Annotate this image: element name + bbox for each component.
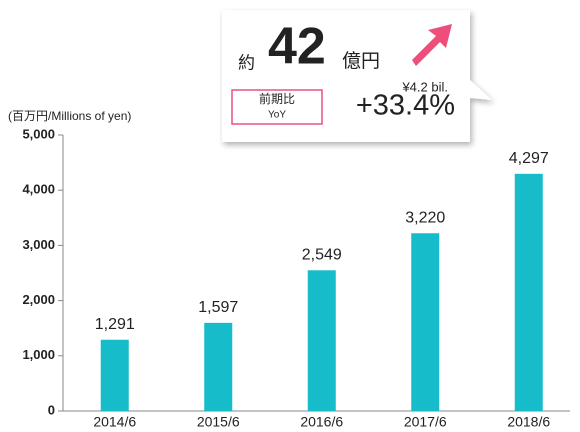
bar (411, 233, 440, 411)
y-tick-label: 0 (48, 402, 55, 417)
callout-amount: 42 (268, 18, 326, 76)
y-tick-label: 5,000 (22, 126, 55, 141)
bar (514, 173, 543, 411)
badge (231, 89, 323, 125)
x-tick-label: 2016/6 (300, 414, 343, 430)
badge-en: YoY (268, 110, 286, 121)
bar (100, 339, 129, 411)
badge-jp: 前期比 (259, 91, 295, 106)
callout-english: ¥4.2 bil. (401, 79, 448, 94)
plot: 0 1,000 2,000 3,000 4,000 5,000 2014/6 1,291 201… (22, 126, 570, 430)
value-label: 1,597 (198, 299, 238, 316)
up-arrow (412, 24, 452, 66)
y-tick-label: 3,000 (22, 237, 55, 252)
y-tick-label: 1,000 (22, 347, 55, 362)
y-tick-label: 4,000 (22, 182, 55, 197)
value-label: 4,297 (509, 150, 549, 167)
x-tick-label: 2017/6 (404, 414, 447, 430)
y-axis-label: (百万円/Millions of yen) (8, 109, 131, 123)
bar (204, 322, 233, 411)
value-label: 3,220 (405, 209, 445, 226)
x-tick-label: 2018/6 (507, 414, 550, 430)
callout-unit: 億円 (342, 50, 380, 72)
x-tick-label: 2015/6 (197, 414, 240, 430)
value-label: 2,549 (302, 247, 342, 264)
callout-growth: +33.4% (356, 90, 455, 122)
y-tick-label: 2,000 (22, 292, 55, 307)
callout-prefix: 約 (238, 53, 255, 72)
callout: 約 42 億円 ¥4.2 bil. 前期比 YoY +33.4% (222, 10, 492, 142)
bar (307, 270, 336, 411)
x-tick-label: 2014/6 (93, 414, 136, 430)
value-label: 1,291 (95, 316, 135, 333)
